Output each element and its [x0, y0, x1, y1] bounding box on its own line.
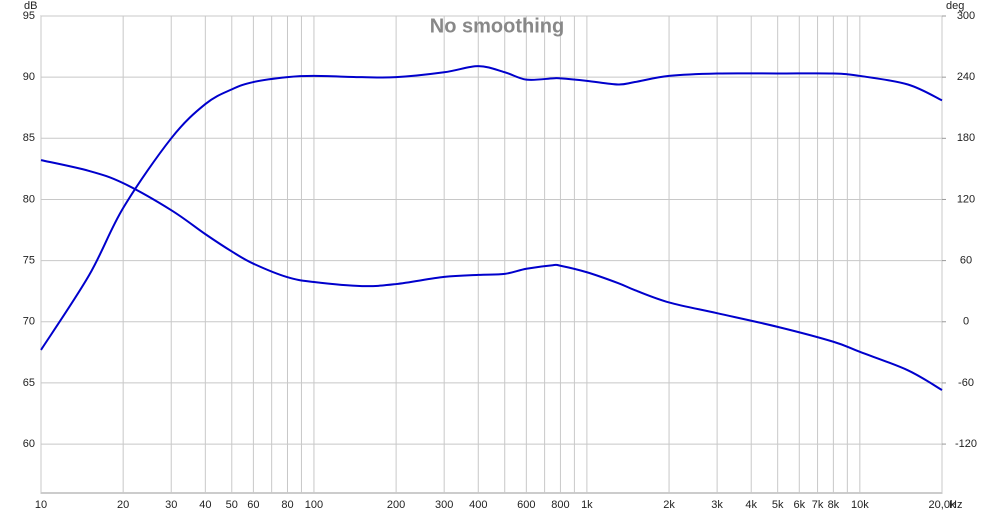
- x-axis-label: Hz: [949, 499, 962, 511]
- y2-tick-label: 120: [957, 193, 975, 205]
- series-line: [40, 65, 943, 351]
- x-tick-label: 200: [387, 499, 405, 511]
- x-tick-label: 4k: [745, 499, 757, 511]
- y2-tick-label: -60: [958, 377, 974, 389]
- x-tick-label: 8k: [828, 499, 840, 511]
- x-tick-label: 60: [247, 499, 259, 511]
- y-tick-label: 75: [23, 255, 35, 267]
- y-tick-label: 85: [23, 132, 35, 144]
- x-tick-label: 3k: [711, 499, 723, 511]
- y2-tick-label: 60: [960, 255, 972, 267]
- x-tick-label: 5k: [772, 499, 784, 511]
- x-tick-label: 30: [165, 499, 177, 511]
- y2-tick-label: -120: [955, 438, 977, 450]
- x-tick-label: 2k: [663, 499, 675, 511]
- x-tick-label: 600: [517, 499, 535, 511]
- y-tick-label: 60: [23, 438, 35, 450]
- x-tick-label: 20,0k: [929, 499, 956, 511]
- y-axis-label: dB: [24, 0, 37, 12]
- plot-area: [40, 15, 943, 494]
- y2-tick-label: 180: [957, 132, 975, 144]
- y-tick-label: 80: [23, 193, 35, 205]
- x-tick-label: 800: [551, 499, 569, 511]
- y-tick-label: 65: [23, 377, 35, 389]
- x-tick-label: 1k: [581, 499, 593, 511]
- y-tick-label: 90: [23, 71, 35, 83]
- x-tick-label: 50: [226, 499, 238, 511]
- y2-axis-label: deg: [946, 0, 964, 12]
- x-tick-label: 6k: [793, 499, 805, 511]
- y-tick-label: 95: [23, 10, 35, 22]
- x-tick-label: 400: [469, 499, 487, 511]
- chart-title: No smoothing: [430, 15, 564, 37]
- y2-tick-label: 300: [957, 10, 975, 22]
- x-tick-label: 80: [281, 499, 293, 511]
- x-tick-label: 100: [305, 499, 323, 511]
- x-tick-label: 300: [435, 499, 453, 511]
- x-tick-label: 40: [199, 499, 211, 511]
- y-tick-label: 70: [23, 316, 35, 328]
- y2-tick-label: 240: [957, 71, 975, 83]
- series-line: [40, 159, 943, 391]
- x-tick-label: 10k: [851, 499, 869, 511]
- x-tick-label: 7k: [812, 499, 824, 511]
- x-tick-label: 10: [35, 499, 47, 511]
- x-tick-label: 20: [117, 499, 129, 511]
- y2-tick-label: 0: [963, 316, 969, 328]
